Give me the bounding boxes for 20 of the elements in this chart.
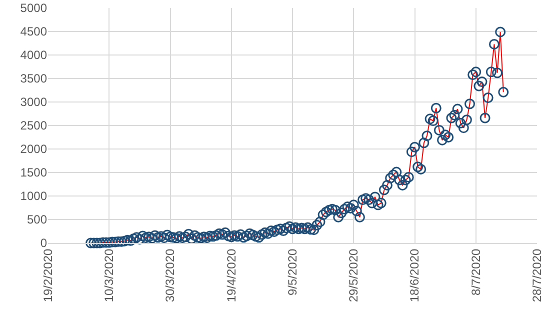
- x-tick-label: 9/5/2020: [285, 248, 300, 296]
- x-tick-label: 19/4/2020: [224, 248, 238, 302]
- x-tick-label: 29/5/2020: [346, 248, 361, 302]
- y-tick-label: 3000: [20, 95, 48, 110]
- y-tick-label: 5000: [20, 1, 48, 16]
- x-tick-label: 19/2/2020: [40, 248, 55, 302]
- y-tick-label: 2500: [20, 118, 48, 133]
- y-tick-label: 1500: [20, 166, 48, 180]
- x-tick-label: 28/7/2020: [530, 248, 544, 302]
- y-tick-label: 0: [40, 236, 48, 250]
- x-tick-label: 30/3/2020: [163, 248, 178, 302]
- x-tick-label: 8/7/2020: [468, 248, 483, 296]
- y-tick-label: 2000: [20, 142, 48, 156]
- y-tick-label: 3500: [20, 72, 48, 86]
- x-tick-label: 18/6/2020: [408, 248, 422, 302]
- y-tick-label: 4000: [20, 48, 48, 62]
- y-tick-label: 1000: [20, 189, 48, 204]
- y-tick-label: 4500: [20, 24, 48, 39]
- x-tick-label: 10/3/2020: [102, 248, 116, 302]
- y-tick-label: 500: [26, 212, 48, 227]
